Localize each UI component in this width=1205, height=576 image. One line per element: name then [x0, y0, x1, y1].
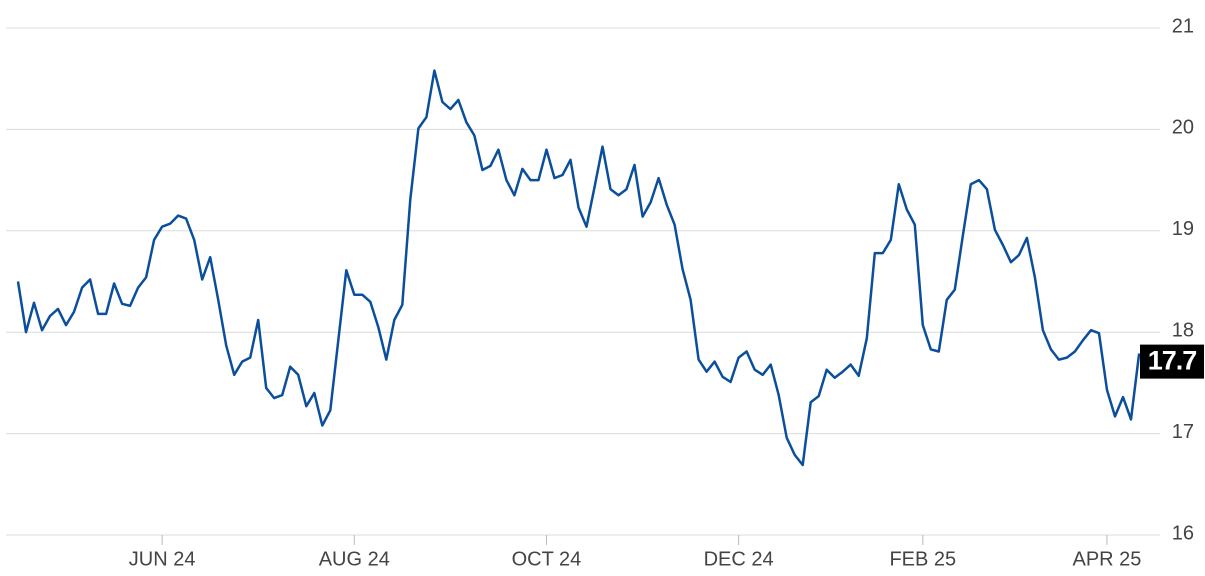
last-value-badge: 17.7 — [1140, 344, 1204, 379]
y-tick-label: 17 — [1172, 421, 1194, 443]
last-value-box — [1140, 344, 1204, 379]
x-tick-label: FEB 25 — [889, 548, 956, 570]
x-tick-label: AUG 24 — [319, 548, 390, 570]
y-tick-label: 19 — [1172, 218, 1194, 240]
y-tick-label: 16 — [1172, 522, 1194, 544]
y-tick-label: 20 — [1172, 117, 1194, 139]
x-tick-label: APR 25 — [1072, 548, 1141, 570]
y-tick-label: 21 — [1172, 15, 1194, 37]
x-tick-label: DEC 24 — [704, 548, 774, 570]
last-value-label: 17.7 — [1148, 346, 1197, 376]
y-tick-label: 18 — [1172, 319, 1194, 341]
price-line — [16, 69, 1148, 467]
x-tick-label: JUN 24 — [129, 548, 196, 570]
x-tick-label: OCT 24 — [512, 548, 582, 570]
